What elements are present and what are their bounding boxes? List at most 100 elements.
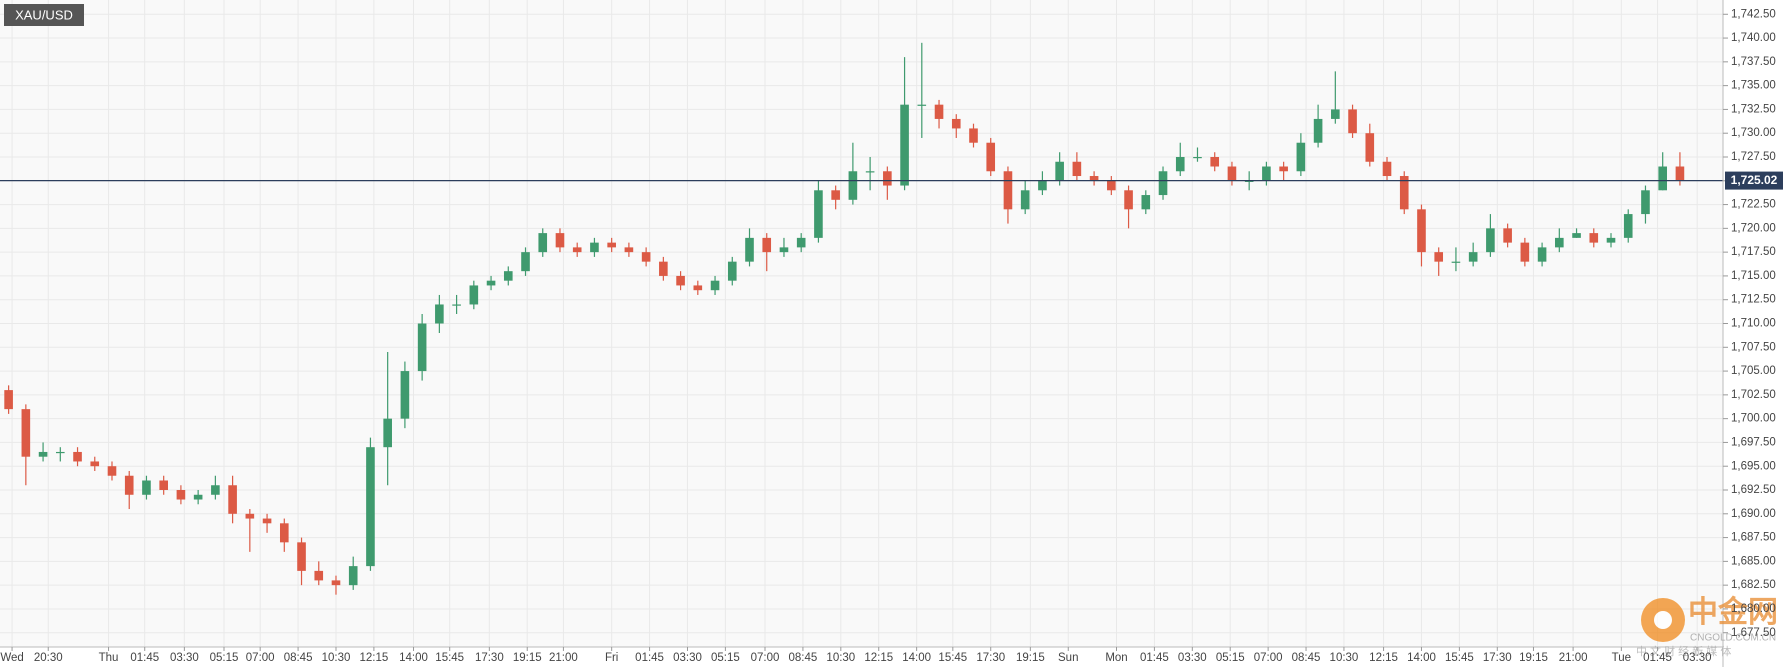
candle-body	[676, 275, 685, 286]
x-tick-label: 14:00	[1407, 652, 1436, 664]
x-tick-label: 03:30	[1178, 652, 1207, 664]
x-tick-label: 15:45	[1445, 652, 1474, 664]
axis-labels: 1,677.50 1,680.00 1,682.50 1,685.00 1,687.50…	[0, 8, 1783, 664]
candle-body	[1158, 171, 1168, 196]
watermark-brand: 中金网	[1688, 595, 1778, 629]
x-tick-label: 07:00	[1254, 652, 1283, 664]
x-tick-label: 03:30	[1683, 652, 1712, 664]
candle-body	[193, 494, 203, 500]
x-tick-label: 14:00	[902, 652, 931, 664]
x-tick-label: 20:30	[34, 652, 63, 664]
x-tick-label: 21:00	[1559, 652, 1588, 664]
y-tick-label: 1,715.00	[1731, 270, 1776, 282]
candle-body	[1296, 142, 1306, 172]
y-tick-label: 1,732.50	[1731, 103, 1776, 115]
candle-body	[1055, 161, 1064, 181]
candle-body	[1124, 190, 1133, 210]
candle-body	[1331, 109, 1340, 119]
y-tick-label: 1,687.50	[1731, 532, 1776, 544]
candle-body	[486, 280, 496, 286]
candle-body	[814, 190, 823, 238]
candle-body	[107, 466, 117, 476]
y-tick-label: 1,680.00	[1731, 603, 1776, 615]
y-tick-label: 1,727.50	[1731, 151, 1776, 163]
watermark: 中金网 CNGOLD.COM.CN 中 文 财 经 新 媒 体	[1636, 595, 1778, 658]
candle-body	[331, 580, 341, 586]
x-tick-label: 19:15	[1016, 652, 1045, 664]
candle-body	[607, 242, 616, 248]
last-price-tag	[1725, 171, 1783, 190]
x-tick-label: 05:15	[1216, 652, 1245, 664]
candle-body	[917, 104, 927, 106]
x-tick-label: 12:15	[864, 652, 893, 664]
candle-body	[796, 237, 806, 248]
candle-body	[417, 323, 427, 372]
x-tick-label: 08:45	[1292, 652, 1321, 664]
candle-body	[1641, 190, 1650, 215]
y-tick-label: 1,712.50	[1731, 294, 1776, 306]
x-tick-label: 01:45	[130, 652, 159, 664]
candle-body	[1382, 161, 1392, 177]
candle-body	[969, 128, 978, 143]
candle-body	[1537, 247, 1547, 262]
candle-body	[710, 280, 720, 291]
candle-body	[1348, 109, 1357, 134]
x-tick-label: 01:45	[635, 652, 664, 664]
candle-body	[1555, 237, 1564, 248]
x-tick-label: 12:15	[1369, 652, 1398, 664]
candle-body	[1210, 156, 1220, 167]
x-tick-label: 17:30	[475, 652, 504, 664]
candle-body	[1038, 180, 1047, 191]
candle-body	[73, 451, 82, 462]
y-tick-label: 1,697.50	[1731, 436, 1776, 448]
x-tick-label: 05:15	[210, 652, 239, 664]
candle-body	[435, 304, 444, 324]
x-tick-label: Mon	[1105, 652, 1127, 664]
candle-body	[1365, 133, 1375, 162]
x-tick-label: 05:15	[711, 652, 740, 664]
x-tick-label: 21:00	[549, 652, 578, 664]
candle-body	[124, 475, 134, 495]
y-tick-label: 1,690.00	[1731, 508, 1776, 520]
x-tick-label: 10:30	[322, 652, 351, 664]
candle-body	[4, 390, 13, 410]
y-tick-label: 1,685.00	[1731, 555, 1776, 567]
candle-body	[245, 513, 255, 519]
candle-body	[762, 237, 772, 253]
candle-body	[779, 247, 789, 253]
candle-body	[641, 252, 651, 262]
candle-body	[1072, 161, 1082, 177]
candle-body	[297, 542, 306, 571]
candle-body	[555, 233, 565, 248]
candle-body	[1020, 190, 1030, 210]
x-tick-label: 01:45	[1643, 652, 1672, 664]
candle-body	[1244, 180, 1254, 182]
x-tick-label: Thu	[99, 652, 119, 664]
candle-body	[865, 171, 875, 173]
y-tick-label: 1,695.00	[1731, 460, 1776, 472]
candle-body	[538, 233, 548, 253]
y-tick-label: 1,692.50	[1731, 484, 1776, 496]
candle-body	[659, 261, 668, 276]
candle-body	[90, 461, 100, 467]
candle-body	[348, 566, 358, 586]
candle-body	[1572, 233, 1581, 238]
x-tick-label: 12:15	[360, 652, 389, 664]
chart-title: XAU/USD	[15, 7, 73, 22]
candle-body	[314, 570, 324, 581]
candle-body	[1175, 156, 1185, 172]
candle-body	[883, 171, 892, 186]
candle-body	[1089, 176, 1099, 181]
y-tick-label: 1,735.00	[1731, 80, 1776, 92]
candles	[0, 42, 1723, 595]
candle-body	[1503, 228, 1512, 243]
candle-body	[1417, 209, 1426, 253]
candle-body	[21, 409, 31, 457]
candle-body	[1520, 242, 1530, 262]
y-tick-label: 1,707.50	[1731, 341, 1776, 353]
x-tick-label: 01:45	[1140, 652, 1169, 664]
candle-body	[934, 104, 944, 119]
y-tick-label: 1,710.00	[1731, 318, 1776, 330]
watermark-slogan: 中 文 财 经 新 媒 体	[1636, 644, 1731, 658]
y-tick-label: 1,720.00	[1731, 222, 1776, 234]
